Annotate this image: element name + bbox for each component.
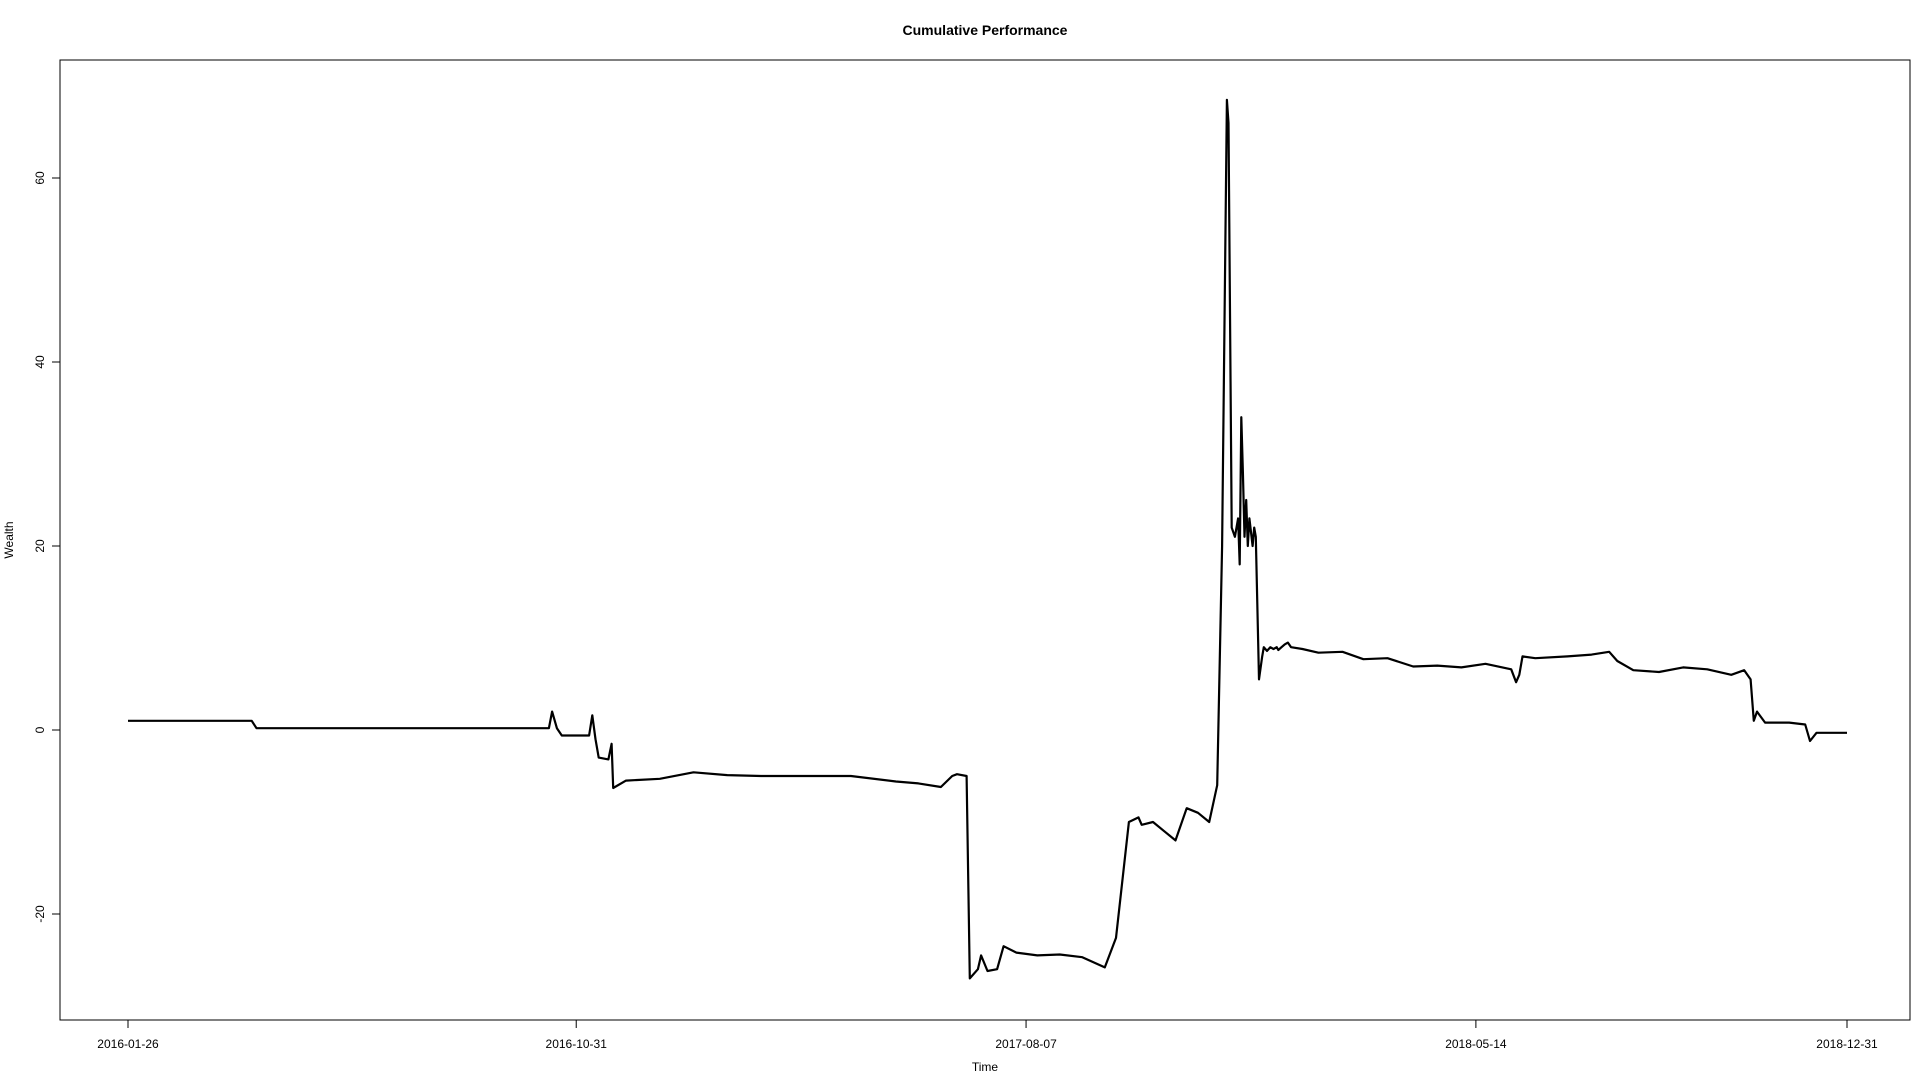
- y-tick-label: -20: [33, 905, 47, 923]
- x-tick-label: 2018-12-31: [1816, 1037, 1878, 1051]
- y-axis: -20 0 20 40 60: [33, 171, 60, 923]
- x-axis: 2016-01-26 2016-10-31 2017-08-07 2018-05-14…: [97, 1020, 1878, 1051]
- y-tick-label: 60: [33, 171, 47, 185]
- y-tick-label: 40: [33, 355, 47, 369]
- wealth-series-line: [128, 98, 1847, 980]
- x-axis-label: Time: [972, 1060, 999, 1074]
- x-tick-label: 2017-08-07: [995, 1037, 1057, 1051]
- x-tick-label: 2016-01-26: [97, 1037, 159, 1051]
- y-axis-label: Wealth: [2, 521, 16, 558]
- y-tick-label: 0: [33, 726, 47, 733]
- chart-title: Cumulative Performance: [903, 22, 1068, 38]
- plot-frame: [59, 59, 1911, 1021]
- y-tick-label: 20: [33, 539, 47, 553]
- x-tick-label: 2018-05-14: [1445, 1037, 1507, 1051]
- x-tick-label: 2016-10-31: [546, 1037, 608, 1051]
